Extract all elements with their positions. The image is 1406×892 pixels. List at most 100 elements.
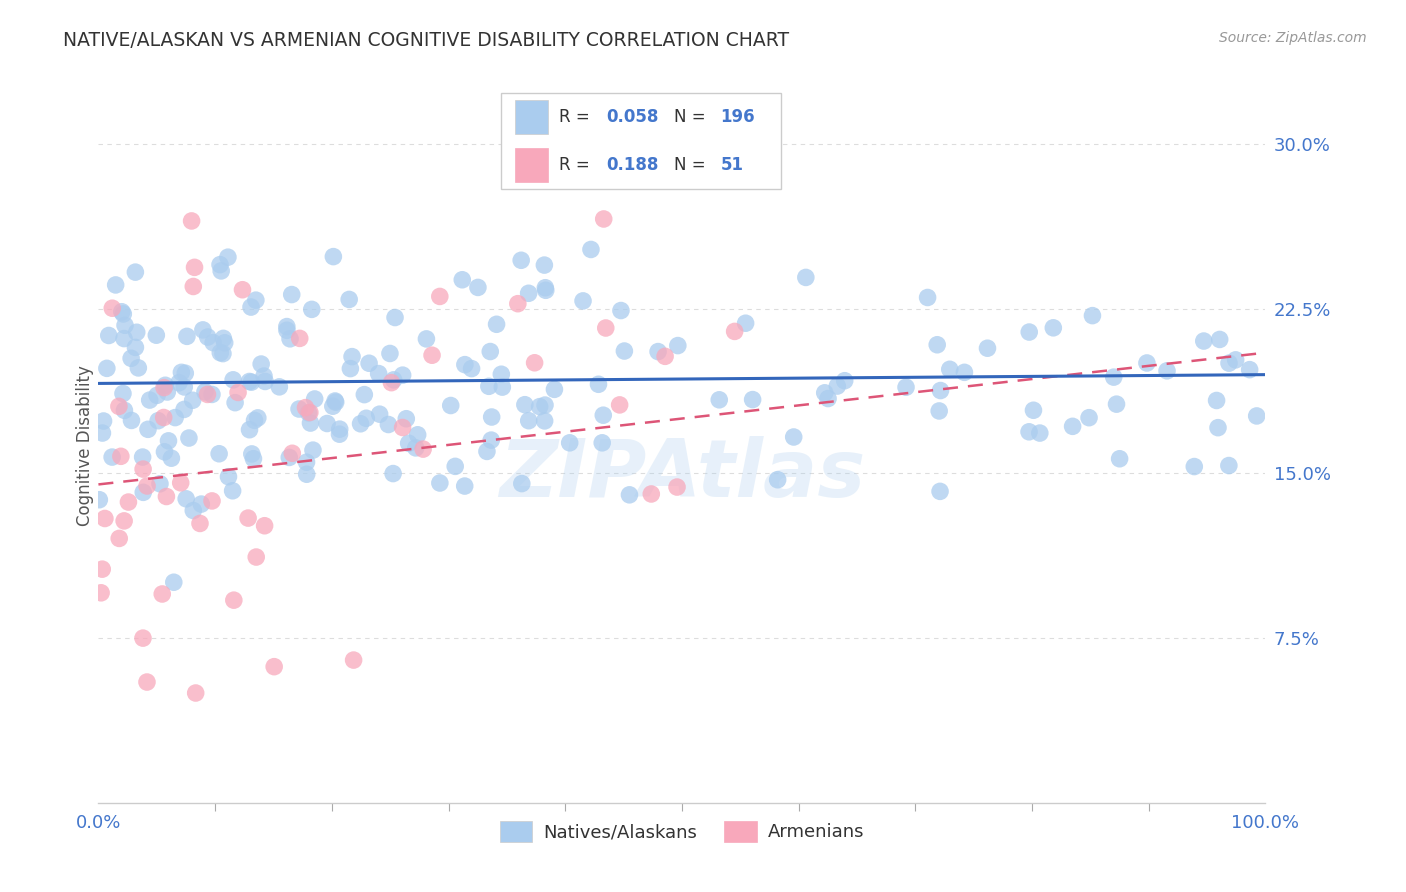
Point — [405, 441, 427, 455]
Point — [240, 447, 263, 461]
Point — [184, 686, 207, 700]
Point — [112, 307, 135, 321]
Point — [356, 411, 378, 425]
Text: Source: ZipAtlas.com: Source: ZipAtlas.com — [1219, 31, 1367, 45]
Point — [156, 384, 179, 399]
Point — [112, 332, 135, 346]
Point — [181, 393, 204, 408]
Point — [253, 518, 276, 533]
Point — [513, 398, 536, 412]
Point — [263, 659, 285, 673]
Point — [238, 423, 260, 437]
Point — [1182, 459, 1205, 474]
Point — [299, 416, 322, 430]
Point — [280, 287, 302, 301]
Point — [174, 366, 197, 380]
Point — [124, 265, 146, 279]
Point — [894, 380, 917, 394]
Point — [359, 356, 381, 370]
Point — [254, 375, 277, 389]
Point — [592, 408, 614, 422]
Point — [395, 411, 418, 425]
Point — [152, 410, 174, 425]
Point — [783, 430, 806, 444]
Point — [640, 487, 662, 501]
Point — [367, 367, 389, 381]
Point — [384, 310, 406, 325]
Point — [132, 631, 155, 645]
Point — [170, 475, 193, 490]
Point — [429, 289, 451, 303]
Point — [510, 476, 533, 491]
Point — [1105, 397, 1128, 411]
Point — [1192, 334, 1215, 348]
Text: 196: 196 — [720, 108, 755, 126]
Point — [817, 392, 839, 406]
Point — [136, 675, 159, 690]
Point — [240, 300, 263, 314]
Point — [533, 414, 555, 428]
Point — [814, 385, 837, 400]
Point — [93, 414, 115, 428]
Point — [1208, 333, 1230, 347]
Point — [197, 330, 219, 344]
Point — [97, 328, 120, 343]
Point — [238, 375, 260, 389]
Point — [382, 467, 405, 481]
Point — [177, 431, 200, 445]
Text: NATIVE/ALASKAN VS ARMENIAN COGNITIVE DISABILITY CORRELATION CHART: NATIVE/ALASKAN VS ARMENIAN COGNITIVE DIS… — [63, 31, 789, 50]
Point — [1078, 410, 1101, 425]
Point — [269, 380, 291, 394]
Point — [276, 319, 298, 334]
Point — [191, 323, 214, 337]
Point — [190, 497, 212, 511]
Point — [146, 388, 169, 402]
Point — [939, 362, 962, 376]
Point — [111, 386, 134, 401]
Point — [167, 376, 190, 390]
Point — [953, 365, 976, 379]
Point — [150, 587, 173, 601]
Point — [114, 318, 136, 333]
Point — [368, 407, 391, 421]
Point — [429, 475, 451, 490]
Point — [928, 404, 950, 418]
Bar — [515, 148, 548, 182]
Text: 0.058: 0.058 — [606, 108, 658, 126]
Point — [349, 417, 371, 431]
Point — [420, 348, 443, 362]
Point — [592, 211, 614, 226]
Point — [534, 398, 557, 412]
Point — [188, 516, 211, 531]
Point — [340, 350, 363, 364]
Point — [121, 413, 143, 427]
Point — [125, 326, 148, 340]
Point — [181, 503, 204, 517]
Point — [1108, 451, 1130, 466]
Point — [666, 338, 689, 352]
Point — [579, 243, 602, 257]
Point — [176, 329, 198, 343]
Point — [240, 375, 263, 389]
Point — [127, 360, 149, 375]
Point — [120, 351, 142, 366]
Point — [342, 653, 364, 667]
Point — [131, 450, 153, 464]
Text: R =: R = — [560, 108, 595, 126]
Point — [231, 283, 253, 297]
Point — [222, 373, 245, 387]
Point — [1042, 321, 1064, 335]
Point — [976, 341, 998, 355]
Point — [112, 514, 135, 528]
Point — [155, 490, 177, 504]
Point — [380, 376, 402, 390]
Point — [297, 406, 319, 420]
Point — [654, 349, 676, 363]
Point — [572, 293, 595, 308]
Point — [591, 435, 613, 450]
Text: 0.188: 0.188 — [606, 156, 658, 174]
Point — [114, 403, 136, 417]
Text: N =: N = — [673, 156, 710, 174]
Point — [201, 387, 224, 401]
Point — [90, 586, 112, 600]
